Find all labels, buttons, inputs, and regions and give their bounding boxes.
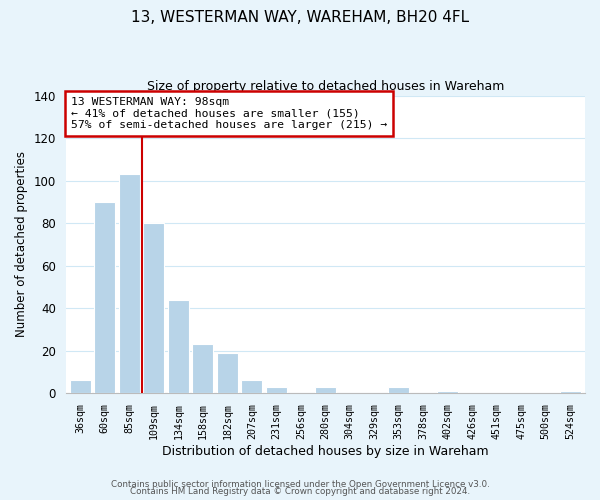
Bar	[315, 387, 336, 393]
Text: 13 WESTERMAN WAY: 98sqm
← 41% of detached houses are smaller (155)
57% of semi-d: 13 WESTERMAN WAY: 98sqm ← 41% of detache…	[71, 97, 387, 130]
Title: Size of property relative to detached houses in Wareham: Size of property relative to detached ho…	[146, 80, 504, 93]
Bar	[241, 380, 262, 393]
Text: Contains public sector information licensed under the Open Government Licence v3: Contains public sector information licen…	[110, 480, 490, 489]
Bar	[143, 223, 164, 393]
Text: Contains HM Land Registry data © Crown copyright and database right 2024.: Contains HM Land Registry data © Crown c…	[130, 487, 470, 496]
Bar	[266, 387, 287, 393]
Bar	[217, 353, 238, 393]
X-axis label: Distribution of detached houses by size in Wareham: Distribution of detached houses by size …	[162, 444, 488, 458]
Bar	[437, 391, 458, 393]
Bar	[388, 387, 409, 393]
Y-axis label: Number of detached properties: Number of detached properties	[15, 152, 28, 338]
Bar	[119, 174, 140, 393]
Bar	[168, 300, 189, 393]
Bar	[560, 391, 581, 393]
Bar	[70, 380, 91, 393]
Text: 13, WESTERMAN WAY, WAREHAM, BH20 4FL: 13, WESTERMAN WAY, WAREHAM, BH20 4FL	[131, 10, 469, 25]
Bar	[94, 202, 115, 393]
Bar	[193, 344, 213, 393]
